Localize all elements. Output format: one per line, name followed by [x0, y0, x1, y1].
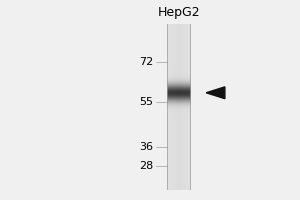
Text: 28: 28 [139, 161, 153, 171]
Text: 55: 55 [139, 97, 153, 107]
Text: 72: 72 [139, 57, 153, 67]
Text: 36: 36 [139, 142, 153, 152]
Polygon shape [206, 87, 225, 99]
Text: HepG2: HepG2 [158, 6, 200, 19]
